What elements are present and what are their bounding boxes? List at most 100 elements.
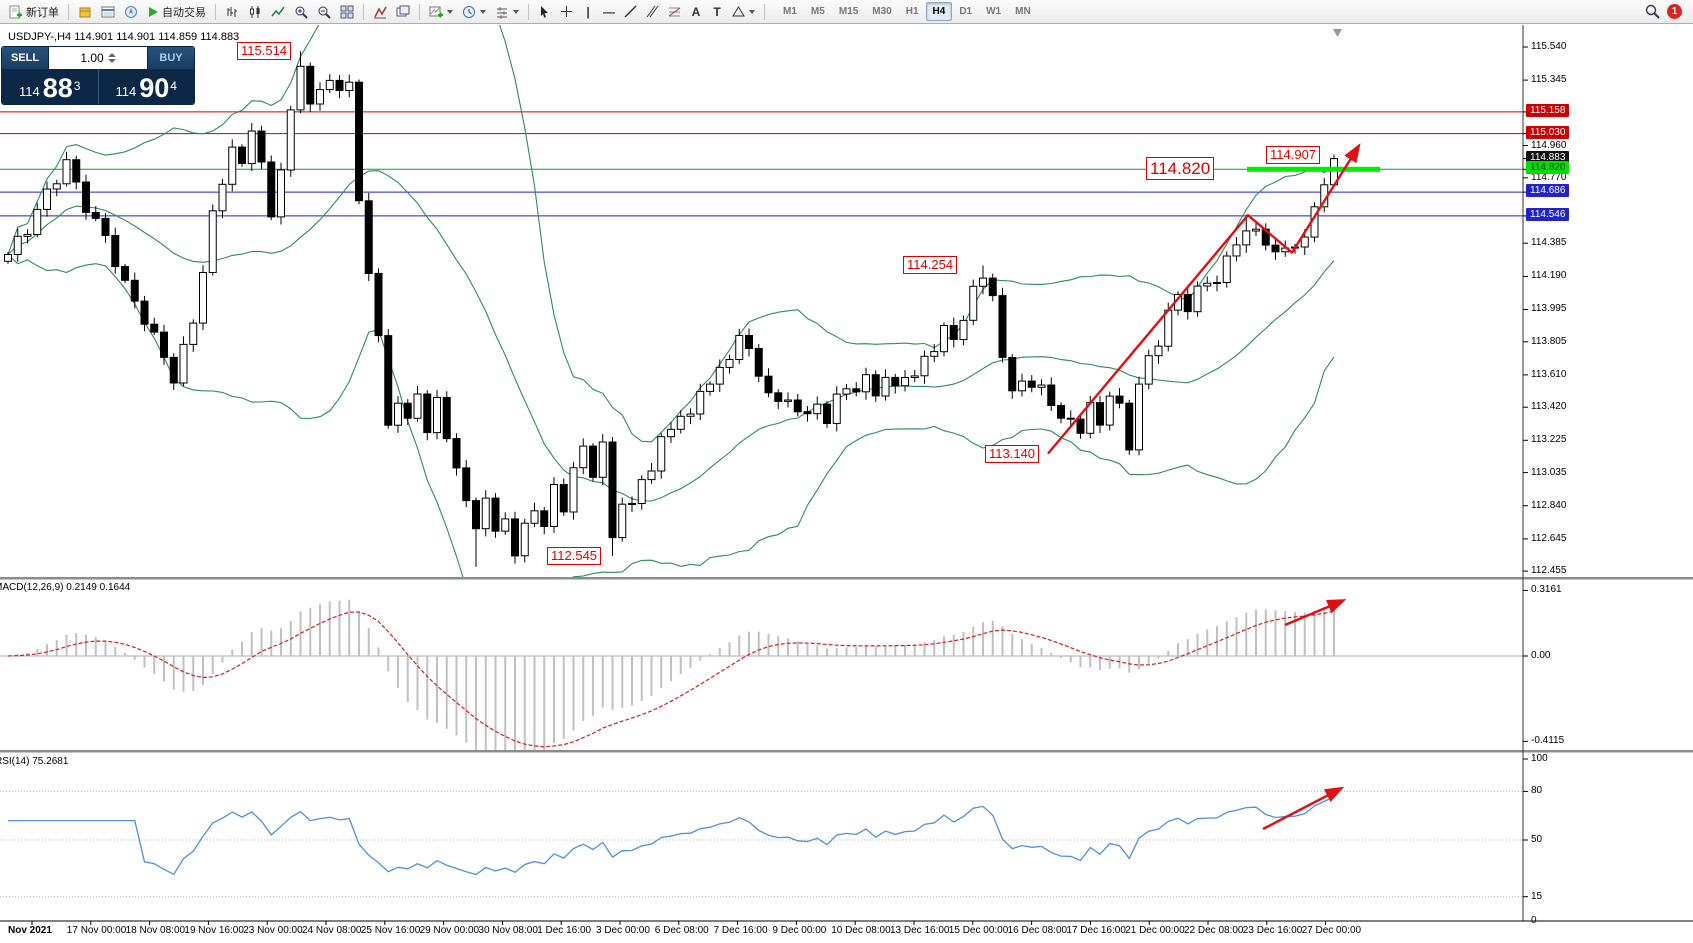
annotation-115.514[interactable]: 115.514 — [237, 42, 292, 61]
chevron-down-icon — [513, 9, 519, 14]
annotation-114.907[interactable]: 114.907 — [1266, 145, 1321, 164]
toolbar-separator — [419, 3, 420, 20]
bollinger-bands — [7, 25, 1335, 577]
label-tool-button[interactable]: T — [707, 2, 727, 22]
toolbar-separator — [68, 3, 69, 20]
cursor-tool-button[interactable] — [534, 2, 555, 22]
candlesticks — [4, 51, 1338, 567]
toolbar-separator — [363, 3, 364, 20]
new-chart-icon — [429, 6, 443, 17]
sell-button[interactable]: SELL — [2, 47, 48, 69]
clock-icon — [463, 5, 475, 18]
crosshair-tool-button[interactable] — [556, 2, 577, 22]
timeframe-button-H1[interactable]: H1 — [905, 6, 919, 17]
market-watch-icon — [79, 7, 91, 17]
annotation-113.140[interactable]: 113.140 — [985, 444, 1040, 463]
sell-price-display[interactable]: 114 88 3 — [2, 69, 98, 104]
horizontal-line-icon: — — [603, 4, 615, 19]
indicators-icon — [374, 6, 387, 18]
sell-price-pip: 3 — [73, 79, 81, 93]
zoom-in-button[interactable] — [290, 2, 312, 22]
macd-panel — [0, 599, 1523, 750]
timeframe-button-M30[interactable]: M30 — [872, 6, 892, 17]
crosshair-icon — [561, 6, 572, 17]
chevron-down-icon — [749, 9, 755, 14]
toolbar-separator — [528, 3, 529, 20]
toolbar-separator — [764, 3, 765, 20]
autotrading-label: 自动交易 — [162, 6, 206, 19]
text-icon: A — [691, 4, 701, 19]
timeframe-button-M15[interactable]: M15 — [838, 6, 859, 17]
buy-price-pip: 4 — [170, 79, 177, 93]
horizontal-line-tool-button[interactable]: — — [599, 2, 619, 22]
period-button[interactable] — [458, 2, 490, 22]
rsi-panel — [0, 790, 1523, 898]
annotation-114.820[interactable]: 114.820 — [1146, 157, 1215, 181]
timeframe-button-W1[interactable]: W1 — [986, 6, 1002, 17]
annotation-114.254[interactable]: 114.254 — [903, 256, 958, 275]
indicators-button[interactable] — [369, 2, 391, 22]
candlestick-chart-icon — [250, 5, 260, 18]
text-tool-button[interactable]: A — [686, 2, 706, 22]
timeframe-button-M5[interactable]: M5 — [810, 6, 825, 17]
annotation-112.545[interactable]: 112.545 — [547, 546, 602, 565]
shapes-icon — [732, 6, 745, 17]
tile-windows-button[interactable] — [336, 2, 358, 22]
buy-price-display[interactable]: 114 90 4 — [99, 69, 195, 104]
volume-value: 1.00 — [80, 51, 104, 65]
navigator-icon — [125, 5, 137, 18]
vertical-line-icon: | — [586, 4, 590, 19]
spinner-down-icon[interactable] — [107, 59, 116, 63]
search-button[interactable] — [1641, 2, 1664, 22]
line-chart-icon — [271, 6, 285, 16]
market-watch-button[interactable] — [74, 2, 96, 22]
autotrading-button[interactable]: 自动交易 — [143, 2, 210, 22]
sell-price-big: 88 — [42, 73, 73, 103]
volume-input[interactable]: 1.00 — [48, 47, 148, 69]
buy-price-big: 90 — [139, 73, 170, 103]
macd-arrow — [1284, 599, 1347, 627]
shapes-tool-button[interactable] — [728, 2, 759, 22]
navigator-button[interactable] — [120, 2, 142, 22]
timeframe-button-M1[interactable]: M1 — [783, 6, 797, 17]
templates-button[interactable] — [491, 2, 523, 22]
volume-spinner[interactable] — [107, 53, 116, 63]
chevron-down-icon — [480, 9, 486, 14]
new-order-button[interactable]: 新订单 — [5, 2, 63, 22]
fibonacci-tool-button[interactable] — [664, 2, 685, 22]
vertical-line-tool-button[interactable]: | — [578, 2, 598, 22]
cursor-icon — [541, 6, 548, 18]
timeframe-button-MN[interactable]: MN — [1015, 6, 1031, 17]
timeframe-button-H4[interactable]: H4 — [925, 2, 953, 21]
timeframe-button-D1[interactable]: D1 — [959, 6, 973, 17]
panel-divider — [97, 69, 99, 104]
line-chart-button[interactable] — [267, 2, 289, 22]
channel-tool-button[interactable] — [642, 2, 663, 22]
data-window-icon — [101, 6, 115, 17]
channel-icon — [646, 5, 659, 18]
tile-windows-icon — [340, 5, 354, 18]
trendline-tool-button[interactable] — [620, 2, 641, 22]
rsi-arrow — [1262, 786, 1345, 831]
trend-arrow — [1047, 143, 1361, 455]
new-order-label: 新订单 — [26, 6, 59, 19]
buy-button[interactable]: BUY — [148, 47, 194, 69]
fibonacci-icon — [668, 7, 681, 17]
data-window-button[interactable] — [97, 2, 119, 22]
label-icon: T — [713, 4, 721, 19]
new-chart-button[interactable] — [425, 2, 457, 22]
search-icon — [1645, 4, 1660, 19]
highlight-level-segment — [1247, 166, 1380, 172]
notification-badge[interactable]: 1 — [1667, 4, 1682, 19]
candlestick-chart-button[interactable] — [244, 2, 266, 22]
chart-window[interactable]: USDJPY-,H4 114.901 114.901 114.859 114.8… — [0, 24, 1693, 943]
arrange-windows-button[interactable] — [392, 2, 414, 22]
sell-price-prefix: 114 — [19, 84, 40, 99]
zoom-out-button[interactable] — [313, 2, 335, 22]
bar-chart-button[interactable] — [221, 2, 243, 22]
zoom-in-icon — [295, 6, 308, 19]
bar-chart-icon — [227, 6, 237, 17]
spinner-up-icon[interactable] — [107, 53, 116, 57]
templates-icon — [497, 6, 507, 19]
